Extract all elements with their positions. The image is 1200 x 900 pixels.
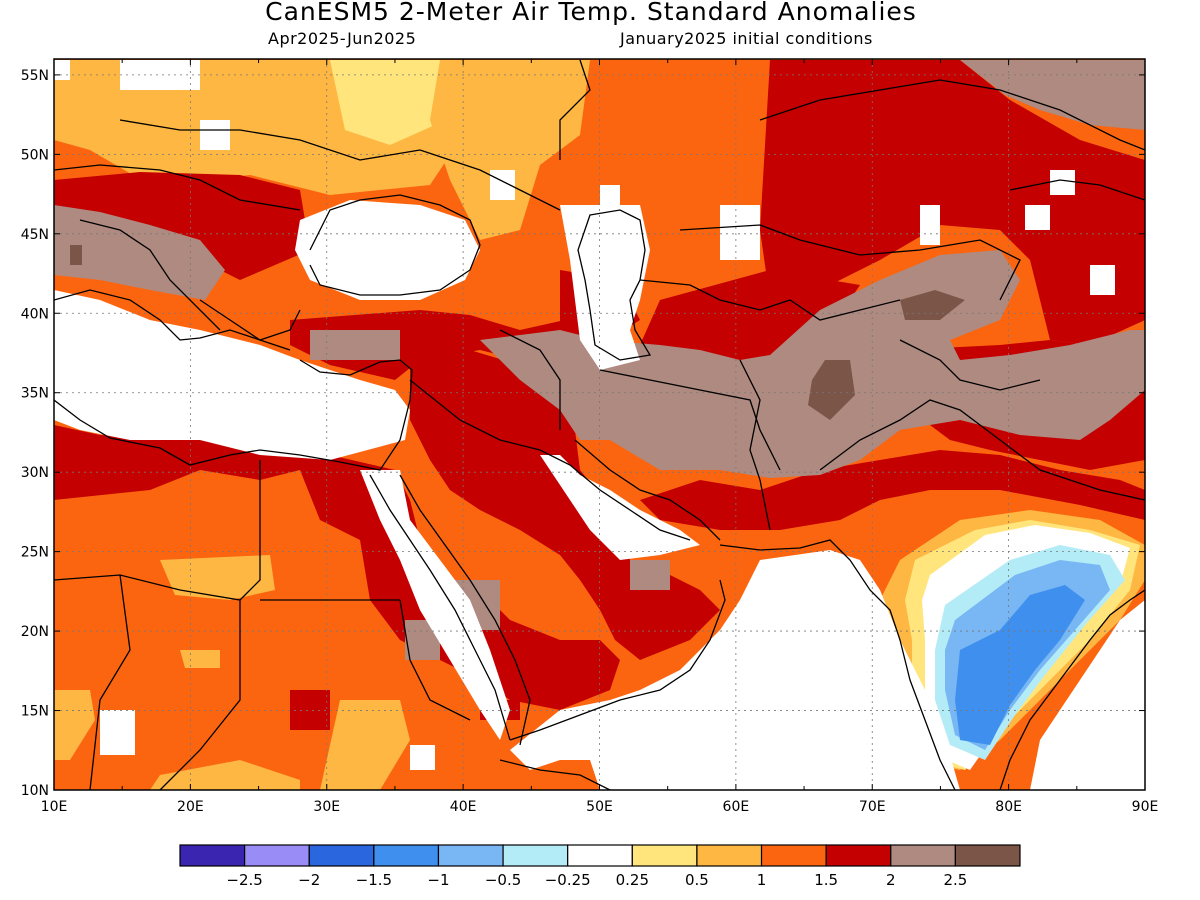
colorbar-swatch [437, 844, 504, 867]
colorbar-label: −0.5 [485, 871, 521, 889]
lat-tick-label: 30N [21, 465, 49, 481]
lon-tick-label: 40E [450, 799, 477, 815]
lat-tick-label: 40N [21, 306, 49, 322]
colorbar-swatch [567, 844, 633, 867]
colorbar-swatch [244, 844, 310, 867]
lat-tick-label: 55N [21, 68, 49, 84]
colorbar-label: 0.5 [685, 871, 709, 889]
colorbar-swatch [308, 844, 375, 867]
lon-tick-label: 50E [586, 799, 613, 815]
lon-tick-label: 10E [41, 799, 68, 815]
colorbar-swatch [373, 844, 440, 867]
colorbar-label: 2.5 [943, 871, 967, 889]
lat-tick-label: 25N [21, 545, 49, 561]
lon-tick-label: 60E [723, 799, 750, 815]
anomaly-field [54, 59, 1145, 790]
lat-tick-label: 45N [21, 227, 49, 243]
colorbar-label: −0.25 [545, 871, 591, 889]
colorbar-swatch [696, 844, 763, 867]
lon-tick-label: 70E [859, 799, 886, 815]
lon-tick-label: 90E [1132, 799, 1159, 815]
colorbar-label: −2.5 [226, 871, 262, 889]
colorbar-label: 0.25 [616, 871, 649, 889]
colorbar-label: 2 [886, 871, 896, 889]
colorbar-swatch [179, 844, 246, 867]
colorbar-label: 1 [757, 871, 767, 889]
lon-tick-label: 30E [313, 799, 340, 815]
lon-axis: 10E 20E 30E 40E 50E 60E 70E 80E 90E [41, 59, 1159, 815]
colorbar-label: −1.5 [356, 871, 392, 889]
lat-tick-label: 50N [21, 147, 49, 163]
forecast-period: Apr2025-Jun2025 [268, 29, 417, 48]
colorbar-swatch [631, 844, 698, 867]
colorbar-label: −2 [298, 871, 320, 889]
colorbar: −2.5 −2 −1.5 −1 −0.5 −0.25 0.25 0.5 1 1.5 2 2.5 [179, 844, 1021, 889]
colorbar-swatch [890, 844, 956, 867]
colorbar-swatch [954, 844, 1021, 867]
colorbar-label: −1 [427, 871, 449, 889]
colorbar-swatch [502, 844, 569, 867]
lat-tick-label: 10N [21, 783, 49, 799]
lat-tick-label: 20N [21, 624, 49, 640]
gridlines [54, 59, 1145, 790]
colorbar-label: 1.5 [814, 871, 838, 889]
lat-tick-label: 15N [21, 704, 49, 720]
lon-tick-label: 80E [995, 799, 1022, 815]
map-title: CanESM5 2-Meter Air Temp. Standard Anoma… [265, 0, 917, 26]
lon-tick-label: 20E [177, 799, 204, 815]
lat-axis: 10N 15N 20N 25N 30N 35N 40N 45N 50N 55N [21, 68, 1145, 799]
colorbar-swatch [825, 844, 892, 867]
coastlines [54, 59, 1145, 790]
initial-conditions: January2025 initial conditions [620, 29, 873, 48]
lat-tick-label: 35N [21, 386, 49, 402]
colorbar-swatch [760, 844, 827, 867]
